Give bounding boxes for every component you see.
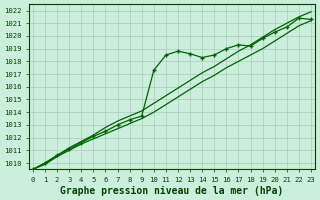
X-axis label: Graphe pression niveau de la mer (hPa): Graphe pression niveau de la mer (hPa)	[60, 186, 284, 196]
